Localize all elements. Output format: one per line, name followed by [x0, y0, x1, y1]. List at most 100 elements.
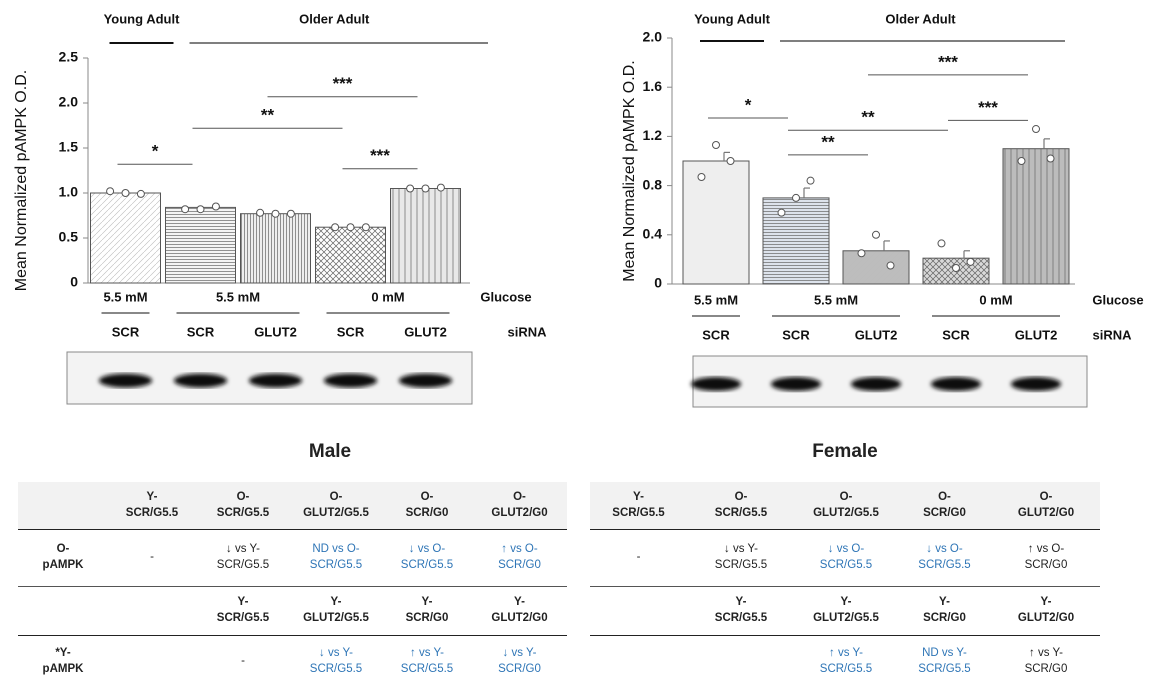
data-point	[347, 224, 354, 231]
page: Mean Normalized pAMPK O.D.00.51.01.52.02…	[0, 0, 1149, 697]
x-tick-label: SCR	[702, 327, 730, 342]
y-tick-label: 0.8	[643, 176, 663, 192]
table-header-cell: O- GLUT2/G5.5	[290, 482, 382, 530]
y-tick-label: 1.2	[643, 127, 663, 143]
table-header-cell: Y- SCR/G5.5	[590, 482, 687, 530]
group-label: Young Adult	[694, 11, 770, 26]
y-tick-label: 1.5	[59, 139, 79, 155]
table-header-cell: Y- SCR/G0	[897, 586, 992, 636]
y-tick-label: 0.5	[59, 229, 79, 245]
table-cell: ND vs O- SCR/G5.5	[290, 530, 382, 586]
table-cell: ↓ vs Y- SCR/G0	[472, 636, 567, 688]
data-point	[272, 210, 279, 217]
y-tick-label: 1.6	[643, 78, 663, 94]
bar	[1003, 149, 1069, 284]
blot-band	[931, 377, 981, 391]
glucose-label: 0 mM	[371, 289, 404, 304]
y-tick-label: 2.0	[643, 29, 663, 45]
table-cell: -	[590, 530, 687, 586]
data-point	[807, 177, 814, 184]
table-header-cell: Y- SCR/G0	[382, 586, 472, 636]
table-cell: ↓ vs Y- SCR/G5.5	[687, 530, 795, 586]
bar	[166, 207, 236, 283]
data-point	[727, 158, 734, 165]
data-point	[938, 240, 945, 247]
table-title: Male	[309, 441, 351, 463]
table-header-cell: O- GLUT2/G0	[472, 482, 567, 530]
glucose-row-label: Glucose	[480, 289, 531, 304]
x-tick-label: GLUT2	[254, 324, 297, 339]
table-cell: ↑ vs Y- SCR/G5.5	[382, 636, 472, 688]
y-tick-label: 0	[70, 274, 78, 290]
sirna-row-label: siRNA	[507, 324, 547, 339]
x-tick-label: GLUT2	[855, 327, 898, 342]
data-point	[1018, 158, 1025, 165]
table-header-cell: Y- GLUT2/G5.5	[795, 586, 897, 636]
significance-label: ***	[370, 146, 390, 165]
data-point	[713, 142, 720, 149]
group-label: Older Adult	[299, 11, 370, 26]
glucose-label: 5.5 mM	[103, 289, 147, 304]
sirna-row-label: siRNA	[1092, 327, 1132, 342]
table-cell: ↓ vs O- SCR/G5.5	[795, 530, 897, 586]
data-point	[953, 265, 960, 272]
blot-band	[771, 377, 821, 391]
data-point	[967, 258, 974, 265]
y-axis-label: Mean Normalized pAMPK O.D.	[13, 70, 30, 291]
data-point	[182, 206, 189, 213]
table-cell	[687, 636, 795, 688]
data-point	[257, 209, 264, 216]
x-tick-label: SCR	[942, 327, 970, 342]
significance-label: ***	[978, 98, 998, 117]
data-point	[122, 190, 129, 197]
significance-label: *	[745, 95, 752, 114]
table-header-cell: O- SCR/G5.5	[687, 482, 795, 530]
x-tick-label: SCR	[187, 324, 215, 339]
bar	[763, 198, 829, 284]
glucose-label: 5.5 mM	[216, 289, 260, 304]
table-title: Female	[812, 441, 877, 463]
table-header-cell: Y- SCR/G5.5	[196, 586, 290, 636]
glucose-row-label: Glucose	[1092, 292, 1143, 307]
table-cell: ↓ vs Y- SCR/G5.5	[196, 530, 290, 586]
table-header-cell: Y- GLUT2/G0	[472, 586, 567, 636]
data-point	[362, 224, 369, 231]
significance-label: **	[861, 108, 875, 127]
significance-label: *	[152, 142, 159, 161]
significance-label: ***	[938, 52, 958, 71]
data-point	[437, 184, 444, 191]
significance-label: **	[821, 132, 835, 151]
table-cell: *Y- pAMPK	[18, 636, 108, 688]
y-axis-label: Mean Normalized pAMPK O.D.	[621, 60, 638, 281]
blot-band	[174, 374, 227, 388]
table-header-cell: O- SCR/G0	[382, 482, 472, 530]
x-tick-label: GLUT2	[1015, 327, 1058, 342]
data-point	[793, 194, 800, 201]
data-point	[332, 224, 339, 231]
table-header-cell: Y- SCR/G5.5	[687, 586, 795, 636]
y-tick-label: 0	[654, 275, 662, 291]
table-cell: ↑ vs Y- SCR/G0	[992, 636, 1100, 688]
data-point	[422, 185, 429, 192]
bar	[241, 214, 311, 283]
x-tick-label: GLUT2	[404, 324, 447, 339]
table-header-cell: O- SCR/G0	[897, 482, 992, 530]
data-point	[858, 250, 865, 257]
table-header-cell: O- SCR/G5.5	[196, 482, 290, 530]
blot-band	[691, 377, 741, 391]
table-header-cell: Y- GLUT2/G5.5	[290, 586, 382, 636]
table-cell: ↑ vs Y- SCR/G5.5	[795, 636, 897, 688]
blot-band	[99, 374, 152, 388]
data-point	[107, 188, 114, 195]
table-cell: O- pAMPK	[18, 530, 108, 586]
bar	[316, 227, 386, 283]
table-header-cell: Y- GLUT2/G0	[992, 586, 1100, 636]
data-point	[1047, 155, 1054, 162]
y-tick-label: 1.0	[59, 184, 79, 200]
bar	[683, 161, 749, 284]
blot-band	[851, 377, 901, 391]
glucose-label: 5.5 mM	[814, 292, 858, 307]
bar	[843, 251, 909, 284]
